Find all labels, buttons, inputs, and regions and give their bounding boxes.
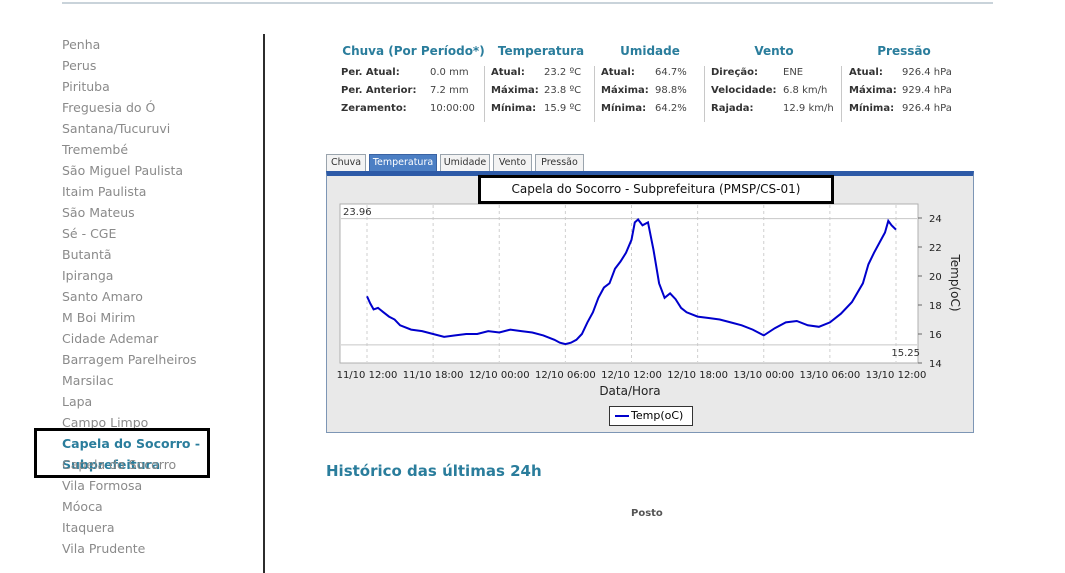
pressure-column: Pressão Atual: 926.4 hPa Máxima: 929.4 hPa… [849,44,959,118]
chart-title: Capela do Socorro - Subprefeitura (PMSP/… [478,175,834,204]
sidebar-item[interactable]: Ipiranga [62,268,114,283]
wind-speed-value: 6.8 km/h [783,85,828,96]
humidity-min-label: Mínima: [601,103,647,114]
rain-current-label: Per. Atual: [341,67,400,78]
pressure-min-label: Mínima: [849,103,895,114]
sidebar-item[interactable]: Penha [62,37,101,52]
humidity-max-label: Máxima: [601,85,649,96]
rain-previous-value: 7.2 mm [430,85,469,96]
temp-max-value: 23.8 ºC [544,85,582,96]
sidebar-item[interactable]: Barragem Parelheiros [62,352,197,367]
sidebar-item[interactable]: Capela do Socorro [62,457,177,472]
chart-legend: Temp(oC) [609,406,693,426]
sidebar-item[interactable]: Lapa [62,394,93,409]
pressure-title: Pressão [877,44,931,58]
temp-min-value: 15.9 ºC [544,103,582,114]
pressure-max-value: 929.4 hPa [902,85,952,96]
pressure-current-value: 926.4 hPa [902,67,952,78]
pressure-current-label: Atual: [849,67,883,78]
rain-current-value: 0.0 mm [430,67,469,78]
tab-temperatura[interactable]: Temperatura [369,154,437,171]
sidebar-item[interactable]: São Mateus [62,205,135,220]
sidebar-item[interactable]: Itaquera [62,520,115,535]
sidebar-item[interactable]: Marsilac [62,373,114,388]
sidebar-item[interactable]: Sé - CGE [62,226,117,241]
top-divider [62,2,993,4]
legend-label: Temp(oC) [631,409,684,422]
sidebar-item[interactable]: Móoca [62,499,103,514]
rain-title: Chuva (Por Período*) [342,44,485,58]
sidebar-item[interactable]: Santo Amaro [62,289,143,304]
sidebar-item[interactable]: Butantã [62,247,112,262]
tab-vento[interactable]: Vento [493,154,532,171]
tab-pressao[interactable]: Pressão [535,154,584,171]
sidebar: Penha Perus Pirituba Freguesia do Ó Santana/… [62,34,257,559]
wind-direction-label: Direção: [711,67,758,78]
sidebar-item[interactable]: Campo Limpo [62,415,149,430]
rain-column: Chuva (Por Período*) Per. Atual: 0.0 mm P… [341,44,486,118]
wind-speed-label: Velocidade: [711,85,777,96]
sidebar-list-bottom: Capela do Socorro Vila Formosa Móoca Itaque… [62,454,257,559]
humidity-current-label: Atual: [601,67,635,78]
sidebar-item[interactable]: Perus [62,58,97,73]
sidebar-item[interactable]: Santana/Tucuruvi [62,121,171,136]
temp-max-label: Máxima: [491,85,539,96]
temperature-column: Temperatura Atual: 23.2 ºC Máxima: 23.8 ºC… [491,44,591,118]
sidebar-item-active[interactable]: Capela do Socorro - Subprefeitura [62,433,202,472]
sidebar-list-top: Penha Perus Pirituba Freguesia do Ó Santana/… [62,34,257,433]
pressure-min-value: 926.4 hPa [902,103,952,114]
sidebar-item[interactable]: Vila Formosa [62,478,143,493]
temperature-title: Temperatura [497,44,585,58]
sidebar-item[interactable]: Freguesia do Ó [62,100,156,115]
sidebar-divider [263,34,265,573]
wind-column: Vento Direção: ENE Velocidade: 6.8 km/h Ra… [711,44,837,118]
humidity-current-value: 64.7% [655,67,687,78]
sidebar-item[interactable]: M Boi Mirim [62,310,136,325]
tab-umidade[interactable]: Umidade [440,154,490,171]
sidebar-item[interactable]: Itaim Paulista [62,184,147,199]
table-header-posto: Posto [631,508,663,519]
rain-reset-label: Zeramento: [341,103,407,114]
humidity-min-value: 64.2% [655,103,687,114]
rain-previous-label: Per. Anterior: [341,85,417,96]
rain-reset-value: 10:00:00 [430,103,475,114]
humidity-title: Umidade [620,44,680,58]
sidebar-item[interactable]: Vila Prudente [62,541,146,556]
wind-title: Vento [754,44,794,58]
legend-swatch [615,415,629,417]
sidebar-item-active-line1: Capela do Socorro - [62,436,201,451]
sidebar-item[interactable]: Pirituba [62,79,110,94]
wind-gust-value: 12.9 km/h [783,103,834,114]
humidity-max-value: 98.8% [655,85,687,96]
sidebar-item[interactable]: Cidade Ademar [62,331,159,346]
temp-min-label: Mínima: [491,103,537,114]
history-title: Histórico das últimas 24h [326,462,542,480]
temp-current-label: Atual: [491,67,525,78]
sidebar-item[interactable]: São Miguel Paulista [62,163,184,178]
wind-direction-value: ENE [783,67,804,78]
sidebar-item-active-line2: Subprefeitura [62,457,161,472]
temp-current-value: 23.2 ºC [544,67,582,78]
tab-chuva[interactable]: Chuva [326,154,366,171]
pressure-max-label: Máxima: [849,85,897,96]
wind-gust-label: Rajada: [711,103,754,114]
humidity-column: Umidade Atual: 64.7% Máxima: 98.8% Mínima:… [601,44,699,118]
sidebar-item[interactable]: Tremembé [62,142,129,157]
chart-panel [326,171,974,433]
